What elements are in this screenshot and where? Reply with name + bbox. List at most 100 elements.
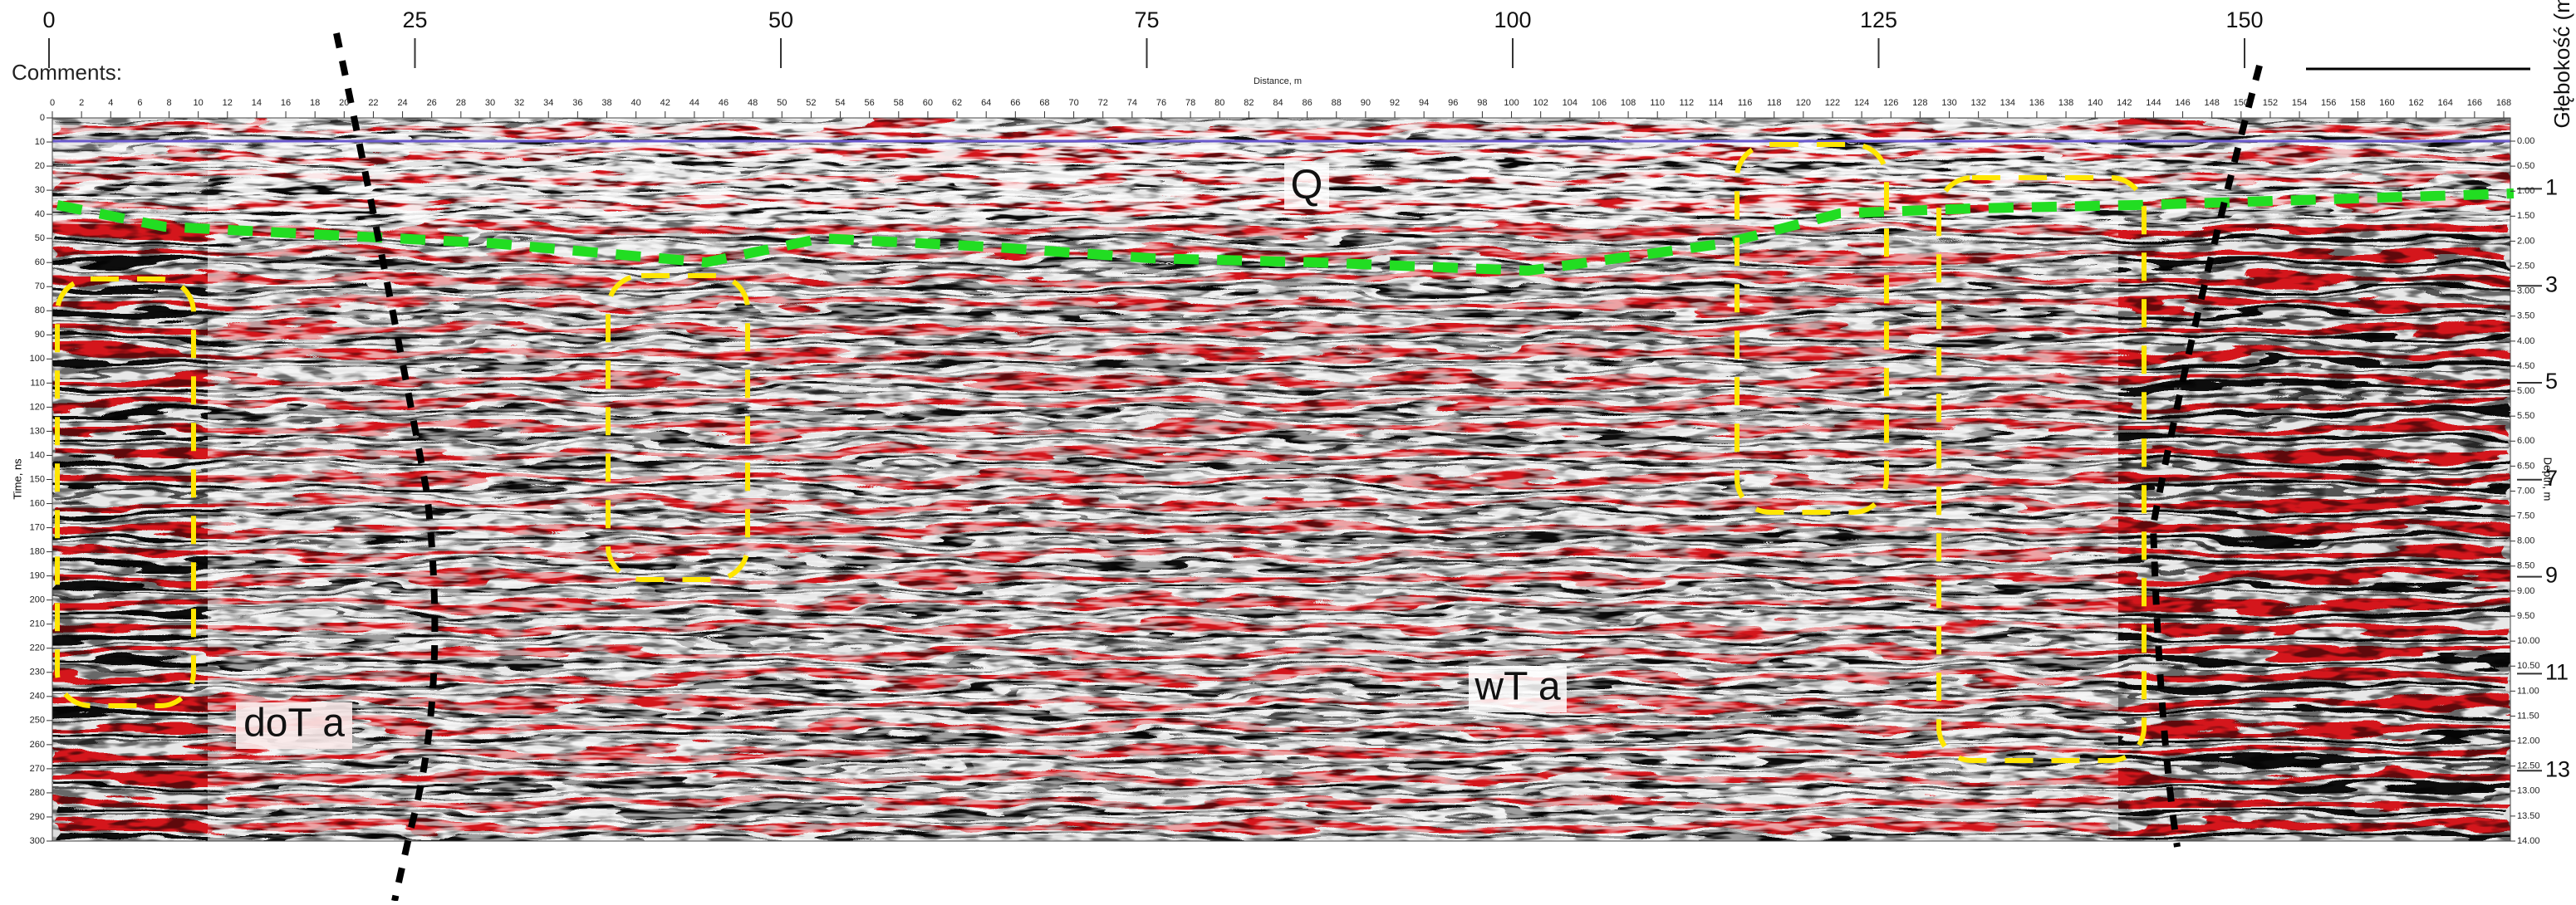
y-tick-label: 90 xyxy=(35,330,45,340)
x-tick-label: 96 xyxy=(1448,98,1458,108)
x-tick-label: 112 xyxy=(1680,98,1695,108)
x-tick-label: 110 xyxy=(1650,98,1665,108)
y2-tick-label: 7.00 xyxy=(2517,486,2534,496)
x-tick-label: 144 xyxy=(2146,98,2161,108)
y2-tick-label: 11.00 xyxy=(2517,686,2539,696)
y-tick-label: 60 xyxy=(35,257,45,267)
y2-tick-label: 12.50 xyxy=(2517,761,2540,771)
unit-label: wT a xyxy=(1474,665,1560,709)
x-tick-label: 156 xyxy=(2321,98,2336,108)
x-tick-label: 94 xyxy=(1419,98,1429,108)
x-tick-label: 130 xyxy=(1941,98,1956,108)
y2-tick-label: 4.50 xyxy=(2517,361,2534,371)
y-tick-label: 110 xyxy=(30,378,45,388)
x-tick-label: 16 xyxy=(281,98,291,108)
y-tick-label: 80 xyxy=(35,306,45,316)
x-tick-label: 32 xyxy=(514,98,524,108)
y-tick-label: 70 xyxy=(35,281,45,291)
x-tick-label: 92 xyxy=(1390,98,1400,108)
x-tick-label: 154 xyxy=(2292,98,2307,108)
x-tick-label: 146 xyxy=(2175,98,2190,108)
x-tick-label: 62 xyxy=(952,98,962,108)
x-tick-label: 6 xyxy=(137,98,142,108)
y-tick-label: 140 xyxy=(30,450,45,460)
x-tick-label: 100 xyxy=(1504,98,1519,108)
x-tick-label: 38 xyxy=(601,98,611,108)
x-tick-label: 52 xyxy=(806,98,816,108)
x-tick-label: 40 xyxy=(631,98,640,108)
y-tick-label: 0 xyxy=(40,113,45,123)
y-tick-label: 50 xyxy=(35,233,45,243)
y2-tick-label: 6.50 xyxy=(2517,461,2534,471)
y-tick-label: 160 xyxy=(30,498,45,508)
x-tick-label: 44 xyxy=(689,98,699,108)
x-tick-label: 80 xyxy=(1214,98,1224,108)
y-tick-label: 170 xyxy=(30,522,45,532)
right-tick-label: 1 xyxy=(2545,175,2558,200)
right-tick-label: 13 xyxy=(2545,756,2570,781)
right-tick-label: 7 xyxy=(2545,466,2558,491)
top-tick-label: 100 xyxy=(1494,7,1531,32)
y2-tick-label: 9.00 xyxy=(2517,586,2534,596)
x-tick-label: 86 xyxy=(1303,98,1313,108)
x-tick-label: 162 xyxy=(2408,98,2423,108)
x-tick-label: 20 xyxy=(339,98,349,108)
x-tick-label: 148 xyxy=(2205,98,2220,108)
y-tick-label: 40 xyxy=(35,209,45,219)
x-tick-label: 114 xyxy=(1709,98,1724,108)
y-tick-label: 240 xyxy=(30,692,45,702)
y2-tick-label: 2.50 xyxy=(2517,261,2534,271)
y-tick-label: 10 xyxy=(35,137,45,147)
y2-tick-label: 12.00 xyxy=(2517,736,2540,746)
x-tick-label: 134 xyxy=(2000,98,2015,108)
y-tick-label: 190 xyxy=(30,571,45,581)
x-axis-title: Distance, m xyxy=(1254,76,1302,86)
x-tick-label: 82 xyxy=(1244,98,1254,108)
comments-label: Comments: xyxy=(12,60,122,85)
y2-tick-label: 7.50 xyxy=(2517,511,2534,521)
zone-outline xyxy=(55,276,196,708)
x-tick-label: 116 xyxy=(1738,98,1753,108)
y2-tick-label: 3.00 xyxy=(2517,286,2534,296)
y-tick-label: 280 xyxy=(30,788,45,798)
x-tick-label: 12 xyxy=(223,98,233,108)
x-tick-label: 140 xyxy=(2088,98,2103,108)
x-tick-label: 106 xyxy=(1592,98,1607,108)
y-tick-label: 200 xyxy=(30,595,45,605)
x-tick-label: 78 xyxy=(1185,98,1195,108)
x-tick-label: 48 xyxy=(748,98,758,108)
top-tick-label: 50 xyxy=(768,7,793,32)
x-tick-label: 42 xyxy=(660,98,670,108)
x-tick-label: 126 xyxy=(1883,98,1898,108)
y2-tick-label: 4.00 xyxy=(2517,336,2534,346)
x-tick-label: 64 xyxy=(981,98,991,108)
y-tick-label: 250 xyxy=(30,716,45,726)
right-axis-title: Głębokość (m) xyxy=(2549,0,2574,129)
x-tick-label: 70 xyxy=(1068,98,1078,108)
x-tick-label: 120 xyxy=(1796,98,1811,108)
x-tick-label: 158 xyxy=(2350,98,2365,108)
x-tick-label: 138 xyxy=(2058,98,2073,108)
x-tick-label: 60 xyxy=(923,98,933,108)
x-tick-label: 54 xyxy=(835,98,845,108)
x-tick-label: 22 xyxy=(368,98,378,108)
right-tick-label: 5 xyxy=(2545,369,2558,394)
x-tick-label: 36 xyxy=(572,98,582,108)
y2-tick-label: 1.50 xyxy=(2517,211,2534,221)
y-tick-label: 120 xyxy=(30,402,45,412)
x-tick-label: 88 xyxy=(1332,98,1342,108)
x-tick-label: 8 xyxy=(166,98,171,108)
right-tick-label: 9 xyxy=(2545,563,2558,588)
x-tick-label: 136 xyxy=(2029,98,2044,108)
unit-label: Q xyxy=(1291,161,1323,208)
y2-tick-label: 14.00 xyxy=(2517,836,2540,846)
x-tick-label: 66 xyxy=(1010,98,1020,108)
x-tick-label: 50 xyxy=(777,98,787,108)
y2-tick-label: 11.50 xyxy=(2517,711,2539,721)
x-tick-label: 104 xyxy=(1563,98,1577,108)
unit-label: doT a xyxy=(243,702,345,746)
x-tick-label: 118 xyxy=(1767,98,1782,108)
right-tick-label: 11 xyxy=(2545,660,2569,685)
